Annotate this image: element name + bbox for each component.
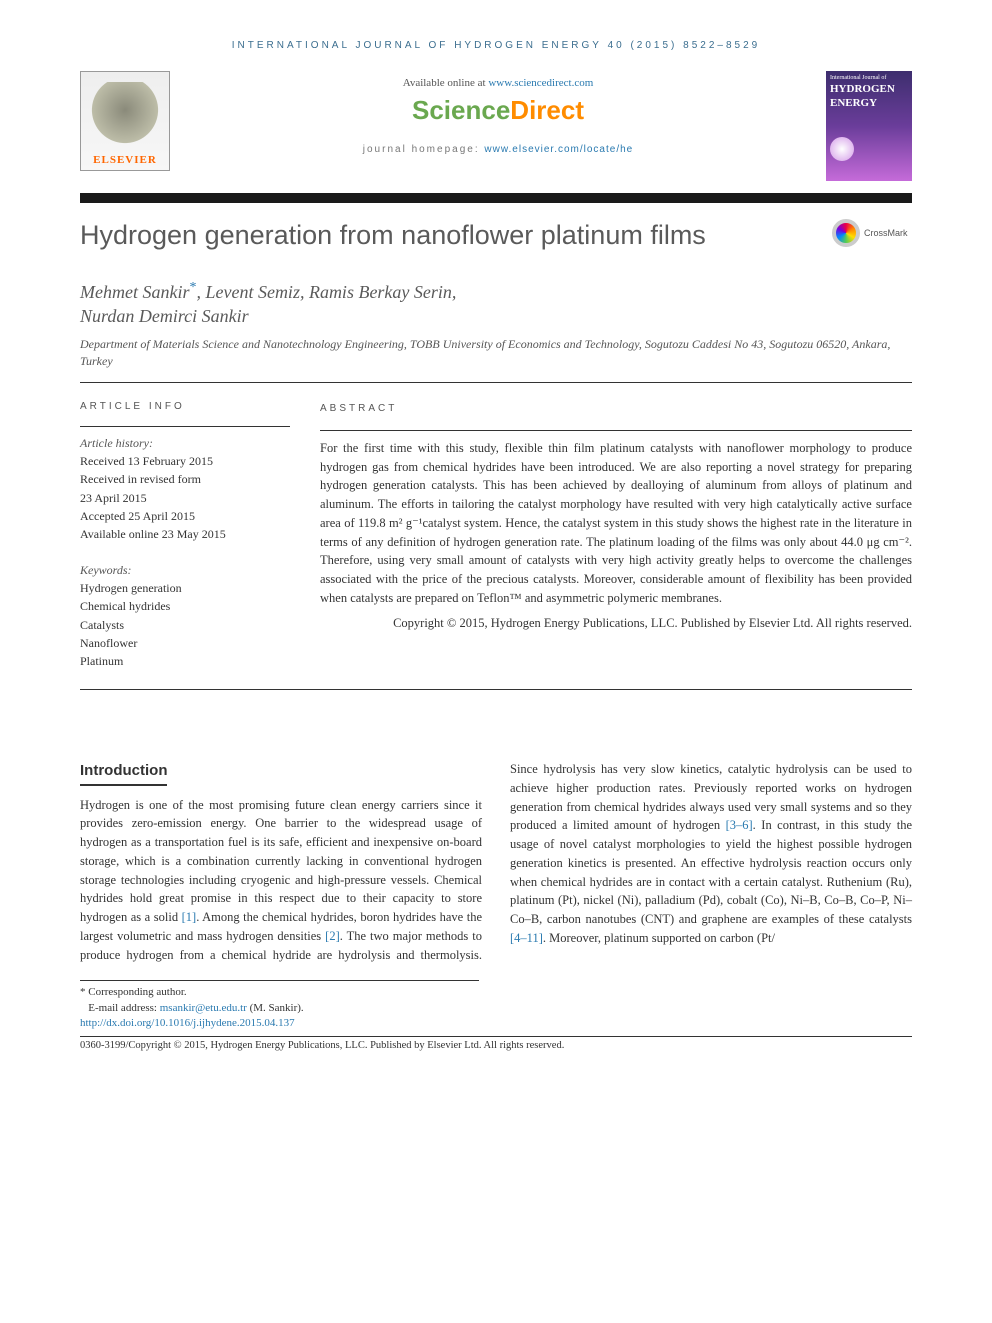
abstract-copyright: Copyright © 2015, Hydrogen Energy Public… [320, 614, 912, 633]
crossmark-label: CrossMark [864, 228, 908, 238]
sd-part1: Science [412, 95, 510, 125]
intro-p2-c: . Moreover, platinum supported on carbon… [543, 931, 775, 945]
email-link[interactable]: msankir@etu.edu.tr [160, 1002, 247, 1014]
meta-abstract-row: ARTICLE INFO Article history: Received 1… [80, 391, 912, 681]
history-1: Received 13 February 2015 [80, 453, 290, 469]
cover-main-2: ENERGY [830, 97, 908, 109]
available-prefix: Available online at [403, 77, 489, 89]
authors-line-2: Nurdan Demirci Sankir [80, 306, 249, 326]
sd-part2: Direct [510, 95, 584, 125]
ref-4-11[interactable]: [4–11] [510, 931, 543, 945]
ref-3-6[interactable]: [3–6] [726, 818, 753, 832]
abstract-body: For the first time with this study, flex… [320, 439, 912, 608]
header-center: Available online at www.sciencedirect.co… [184, 71, 812, 155]
history-3: 23 April 2015 [80, 490, 290, 506]
article-info-head: ARTICLE INFO [80, 401, 290, 412]
ref-1[interactable]: [1] [182, 910, 197, 924]
body-columns: Introduction Hydrogen is one of the most… [80, 760, 912, 964]
affiliation: Department of Materials Science and Nano… [80, 336, 912, 370]
abs-rule [320, 430, 912, 431]
crossmark-icon [832, 219, 860, 247]
kw-5: Platinum [80, 653, 290, 669]
intro-p2-b: . In contrast, in this study the usage o… [510, 818, 912, 926]
elsevier-word: ELSEVIER [93, 152, 157, 170]
footnotes: * Corresponding author. E-mail address: … [80, 980, 479, 1031]
homepage-line: journal homepage: www.elsevier.com/locat… [184, 144, 812, 155]
header-block: ELSEVIER Available online at www.science… [80, 71, 912, 181]
abstract-head: ABSTRACT [320, 401, 912, 416]
journal-cover: International Journal of HYDROGEN ENERGY [826, 71, 912, 181]
rule-below-meta [80, 689, 912, 690]
sciencedirect-logo: ScienceDirect [184, 95, 812, 126]
history-4: Accepted 25 April 2015 [80, 508, 290, 524]
title-row: Hydrogen generation from nanoflower plat… [80, 207, 912, 259]
homepage-prefix: journal homepage: [363, 144, 485, 155]
crossmark-badge[interactable]: CrossMark [832, 219, 912, 247]
abstract-col: ABSTRACT For the first time with this st… [320, 401, 912, 671]
authors: Mehmet Sankir*, Levent Semiz, Ramis Berk… [80, 279, 912, 329]
running-head: INTERNATIONAL JOURNAL OF HYDROGEN ENERGY… [80, 40, 912, 51]
info-rule [80, 426, 290, 427]
kw-4: Nanoflower [80, 635, 290, 651]
history-2: Received in revised form [80, 471, 290, 487]
keywords-label: Keywords: [80, 562, 290, 578]
author-1: Mehmet Sankir [80, 282, 189, 302]
article-title: Hydrogen generation from nanoflower plat… [80, 219, 812, 253]
cover-main-1: HYDROGEN [830, 83, 908, 95]
intro-p1-a: Hydrogen is one of the most promising fu… [80, 798, 482, 925]
email-after: (M. Sankir). [247, 1002, 304, 1014]
elsevier-tree-icon [90, 82, 160, 152]
article-info-col: ARTICLE INFO Article history: Received 1… [80, 401, 290, 671]
kw-2: Chemical hydrides [80, 598, 290, 614]
history-5: Available online 23 May 2015 [80, 526, 290, 542]
homepage-link[interactable]: www.elsevier.com/locate/he [484, 144, 633, 155]
elsevier-logo: ELSEVIER [80, 71, 170, 171]
corr-author-note: * Corresponding author. [80, 985, 479, 1000]
page-container: INTERNATIONAL JOURNAL OF HYDROGEN ENERGY… [0, 0, 992, 1081]
kw-1: Hydrogen generation [80, 580, 290, 596]
kw-3: Catalysts [80, 617, 290, 633]
email-line: E-mail address: msankir@etu.edu.tr (M. S… [80, 1001, 479, 1016]
thick-rule [80, 193, 912, 203]
email-label: E-mail address: [88, 1002, 159, 1014]
issn-line: 0360-3199/Copyright © 2015, Hydrogen Ene… [80, 1036, 912, 1051]
history-label: Article history: [80, 435, 290, 451]
available-line: Available online at www.sciencedirect.co… [184, 77, 812, 89]
doi-link[interactable]: http://dx.doi.org/10.1016/j.ijhydene.201… [80, 1017, 295, 1029]
intro-para-1: Hydrogen is one of the most promising fu… [80, 760, 912, 964]
authors-rest-1: , Levent Semiz, Ramis Berkay Serin, [196, 282, 456, 302]
rule-above-meta [80, 382, 912, 383]
cover-circle-icon [830, 137, 854, 161]
sciencedirect-link[interactable]: www.sciencedirect.com [488, 77, 593, 89]
intro-heading: Introduction [80, 760, 167, 786]
ref-2[interactable]: [2] [325, 929, 340, 943]
cover-top: International Journal of [830, 75, 908, 81]
